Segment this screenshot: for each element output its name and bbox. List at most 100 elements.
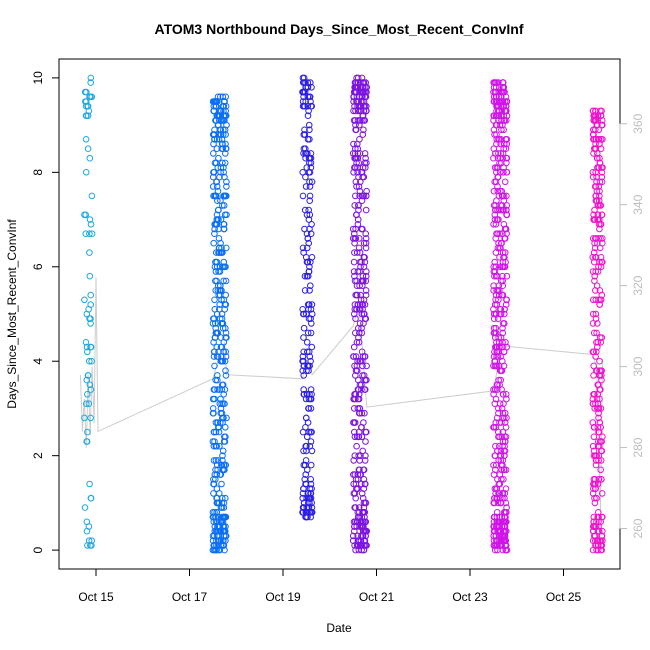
data-point	[491, 400, 499, 408]
data-point	[209, 173, 217, 181]
data-point	[307, 150, 315, 157]
data-point	[362, 287, 370, 294]
data-point	[356, 282, 363, 290]
data-point	[362, 438, 369, 445]
data-point	[210, 353, 218, 360]
data-point	[218, 315, 226, 323]
data-point	[592, 315, 600, 323]
data-point	[357, 296, 365, 304]
data-point	[491, 268, 499, 275]
data-point	[223, 414, 230, 422]
data-point	[497, 542, 505, 549]
data-point	[490, 523, 497, 530]
data-point	[493, 348, 501, 356]
data-point	[495, 192, 503, 200]
y2-tick-label: 320	[631, 275, 645, 295]
data-point	[497, 244, 504, 252]
data-point	[300, 79, 307, 86]
x-tick-label: Oct 21	[359, 590, 395, 604]
data-point	[305, 107, 312, 115]
data-point	[83, 518, 91, 526]
data-point	[301, 131, 309, 138]
data-point	[359, 353, 367, 360]
data-point	[216, 537, 223, 545]
data-point	[349, 225, 357, 233]
y-axis-right: 260 280 300 320 340 360	[619, 113, 645, 539]
data-point	[352, 504, 359, 511]
data-point	[597, 339, 605, 346]
data-point	[86, 272, 94, 280]
data-point	[219, 263, 226, 271]
data-point	[221, 306, 228, 313]
data-point	[362, 291, 370, 299]
data-point	[220, 192, 227, 200]
data-point	[211, 136, 218, 143]
data-point	[502, 546, 510, 554]
data-point	[490, 79, 498, 86]
data-point	[306, 197, 314, 204]
data-point	[87, 343, 94, 351]
data-point	[356, 268, 363, 275]
data-point	[599, 513, 606, 521]
data-point	[359, 282, 366, 290]
data-point	[209, 438, 217, 445]
data-point	[361, 457, 369, 464]
data-point	[360, 509, 368, 516]
data-point	[350, 140, 357, 148]
data-point	[354, 164, 361, 171]
data-point	[594, 513, 602, 521]
data-point	[499, 357, 506, 365]
data-point	[359, 131, 367, 138]
data-point	[490, 310, 498, 318]
data-point	[306, 211, 314, 219]
data-point	[349, 532, 357, 540]
data-point	[596, 225, 603, 233]
data-point	[88, 357, 95, 365]
data-point	[212, 117, 219, 124]
data-point	[596, 159, 604, 167]
data-point	[590, 433, 598, 441]
data-point	[210, 140, 217, 148]
data-point	[213, 442, 220, 450]
data-point	[362, 154, 369, 162]
data-point	[350, 258, 358, 266]
data-point	[84, 112, 92, 119]
data-point	[219, 400, 227, 408]
data-point	[594, 320, 601, 327]
data-point	[350, 353, 358, 360]
data-point	[352, 476, 360, 483]
data-point	[222, 367, 229, 375]
data-point	[593, 395, 601, 403]
data-point	[84, 428, 91, 436]
data-point	[220, 221, 227, 228]
data-point	[593, 518, 600, 526]
data-point	[87, 291, 94, 299]
data-point	[219, 513, 227, 521]
data-point	[595, 476, 603, 483]
data-point	[492, 461, 500, 469]
data-point	[491, 178, 499, 186]
data-point	[498, 187, 506, 195]
data-point	[356, 249, 364, 256]
data-point	[490, 471, 498, 478]
data-point	[210, 513, 217, 521]
data-point	[209, 537, 217, 545]
data-point	[361, 258, 369, 266]
data-point	[599, 117, 606, 124]
data-point	[351, 230, 358, 237]
data-point	[594, 343, 601, 351]
data-point	[307, 395, 314, 403]
data-point	[213, 211, 221, 219]
data-point	[300, 249, 307, 256]
data-point	[357, 178, 364, 186]
data-point	[213, 112, 221, 119]
data-point	[361, 150, 369, 157]
data-point	[359, 79, 366, 86]
data-point	[502, 339, 509, 346]
data-point	[596, 296, 604, 304]
data-point	[299, 74, 307, 82]
data-point	[502, 145, 510, 152]
data-point	[589, 253, 597, 261]
data-point	[354, 79, 362, 86]
data-point	[350, 117, 358, 124]
